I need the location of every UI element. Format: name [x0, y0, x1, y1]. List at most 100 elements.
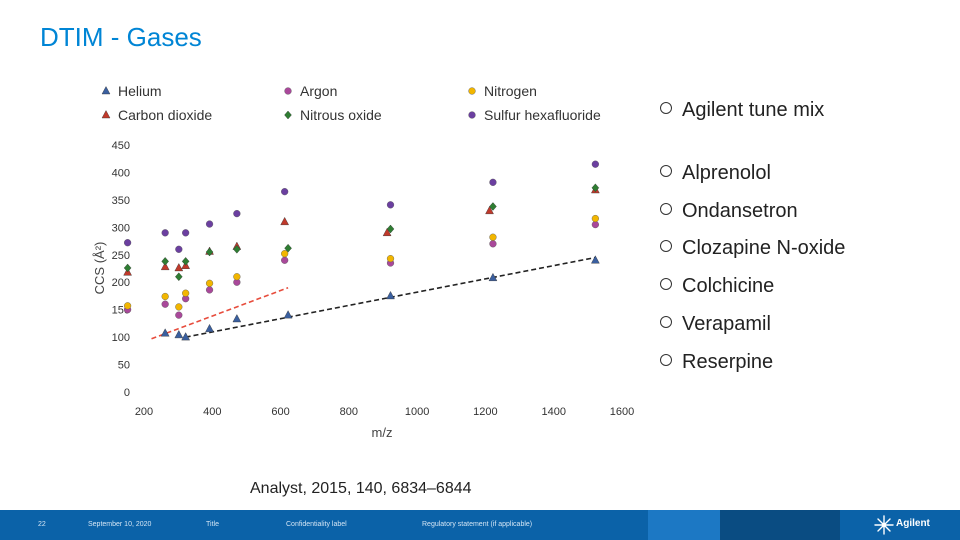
nitrous-oxide-point: [233, 244, 241, 254]
footer-date: September 10, 2020: [88, 521, 152, 528]
legend-label: Argon: [300, 83, 337, 99]
compound-item: Clozapine N-oxide: [660, 234, 845, 272]
legend-sulfur-hexafluoride-icon: [468, 111, 476, 119]
y-tick-label: 250: [112, 250, 130, 262]
x-tick-label: 800: [340, 406, 358, 418]
helium-point: [386, 291, 395, 300]
chart-legend: Helium Carbon dioxide Argon Nitrous oxide Ni…: [101, 83, 601, 123]
bullet-circle-icon: [660, 202, 672, 215]
legend-label: Carbon dioxide: [118, 107, 212, 123]
trend-line: [151, 286, 289, 340]
helium-point: [232, 314, 242, 323]
nitrous-oxide-point: [205, 247, 214, 257]
agilent-logo-text: Agilent: [896, 518, 930, 529]
nitrous-oxide-point: [181, 257, 190, 266]
carbon-dioxide-point: [160, 261, 170, 271]
slide-title: DTIM - Gases: [40, 22, 202, 52]
argon-point: [161, 300, 169, 308]
sulfur-hexafluoride-point: [489, 178, 497, 186]
nitrous-oxide-point: [123, 263, 132, 273]
y-axis-label: CCS (Å²): [92, 242, 107, 295]
helium-point: [488, 272, 498, 282]
legend-label: Helium: [118, 83, 162, 99]
helium-point: [205, 323, 214, 333]
data-points: [123, 160, 600, 341]
citation: Analyst, 2015, 140, 6834–6844: [250, 480, 472, 497]
nitrous-oxide-point: [284, 243, 292, 253]
compound-item: Ondansetron: [660, 197, 845, 235]
bullet-circle-icon: [660, 278, 672, 291]
helium-point: [591, 255, 600, 264]
y-tick-label: 300: [112, 222, 130, 234]
legend-argon-icon: [284, 87, 292, 95]
footer-dark-segment: [720, 510, 840, 540]
sulfur-hexafluoride-point: [386, 201, 395, 209]
bullet-circle-icon: [660, 164, 672, 177]
y-tick-label: 0: [124, 387, 130, 399]
agilent-spark-icon: [874, 515, 894, 535]
legend-helium-icon: [101, 86, 111, 95]
nitrogen-point: [591, 214, 599, 223]
nitrogen-point: [161, 292, 169, 301]
compound-item: Colchicine: [660, 272, 845, 310]
regulatory-statement: Regulatory statement (if applicable): [422, 521, 533, 528]
legend-nitrous-oxide-icon: [284, 110, 292, 120]
nitrogen-point: [489, 233, 497, 241]
nitrous-oxide-point: [386, 224, 395, 234]
y-tick-label: 350: [112, 195, 130, 207]
sulfur-hexafluoride-point: [182, 229, 190, 237]
footer-title: Title: [206, 521, 219, 528]
compound-item: Verapamil: [660, 310, 845, 348]
legend-label: Nitrogen: [484, 83, 537, 99]
x-tick-label: 1000: [405, 406, 429, 418]
nitrous-oxide-point: [175, 272, 183, 282]
argon-point: [205, 286, 214, 294]
nitrogen-point: [233, 273, 241, 281]
x-tick-label: 600: [271, 406, 289, 418]
sulfur-hexafluoride-point: [161, 229, 169, 237]
legend-label: Nitrous oxide: [300, 107, 382, 123]
compound-item: Reserpine: [660, 348, 845, 386]
nitrogen-point: [124, 302, 132, 310]
argon-point: [489, 240, 497, 248]
helium-point: [181, 332, 190, 341]
x-tick-label: 200: [135, 406, 153, 418]
argon-point: [281, 256, 289, 264]
y-tick-label: 400: [112, 167, 130, 179]
nitrogen-point: [175, 303, 183, 311]
sulfur-hexafluoride-point: [205, 220, 214, 228]
nitrous-oxide-point: [161, 257, 169, 266]
bullet-circle-icon: [660, 315, 672, 328]
y-tick-label: 450: [112, 140, 130, 152]
x-tick-label: 1200: [473, 406, 497, 418]
compound-item: Alprenolol: [660, 159, 845, 197]
bullet-circle-icon: [660, 102, 672, 114]
nitrogen-point: [182, 289, 190, 297]
carbon-dioxide-point: [174, 263, 184, 272]
legend-nitrogen-icon: [468, 87, 476, 95]
helium-point: [174, 329, 184, 339]
helium-point: [283, 310, 293, 319]
sulfur-hexafluoride-point: [124, 239, 132, 247]
carbon-dioxide-point: [485, 205, 494, 215]
compound-item: Agilent tune mix: [660, 96, 845, 134]
sulfur-hexafluoride-point: [281, 188, 289, 196]
sulfur-hexafluoride-point: [233, 210, 241, 218]
y-tick-label: 50: [118, 360, 130, 372]
nitrous-oxide-point: [591, 183, 600, 193]
carbon-dioxide-point: [280, 216, 290, 226]
bullet-circle-icon: [660, 240, 672, 253]
nitrous-oxide-point: [489, 202, 497, 211]
carbon-dioxide-point: [382, 227, 392, 237]
nitrogen-point: [386, 255, 395, 263]
x-tick-label: 1600: [610, 406, 634, 418]
bullet-circle-icon: [660, 353, 672, 366]
y-tick-label: 100: [112, 332, 130, 344]
x-axis-label: m/z: [372, 425, 393, 440]
helium-point: [160, 328, 170, 337]
legend-carbon-dioxide-icon: [101, 110, 111, 119]
compound-list: Agilent tune mix Alprenolol Ondansetron …: [660, 96, 845, 386]
footer-accent-segment: [648, 510, 720, 540]
y-tick-label: 200: [112, 277, 130, 289]
